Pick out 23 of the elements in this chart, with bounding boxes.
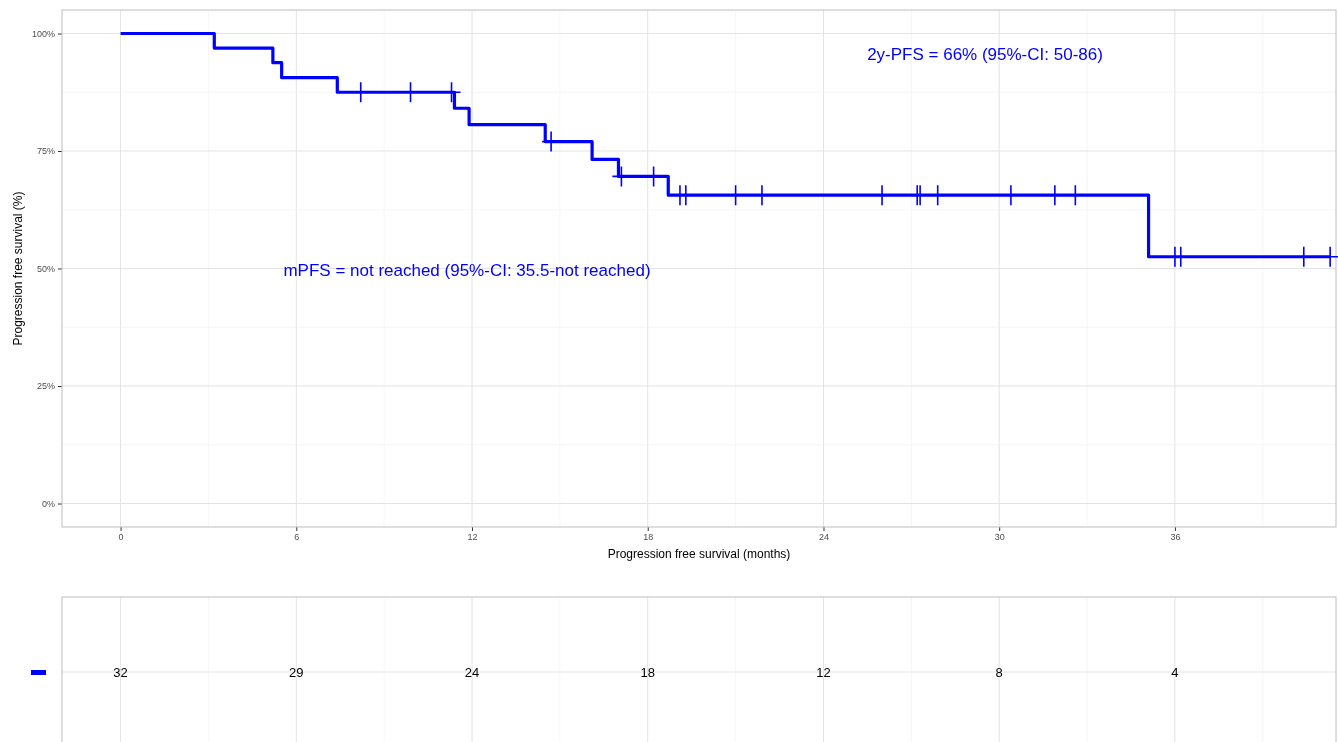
data-label: 32 bbox=[113, 665, 128, 680]
y-tick-label: 75% bbox=[36, 146, 55, 157]
x-tick-label: 12 bbox=[467, 532, 478, 543]
data-label: 24 bbox=[464, 665, 480, 680]
x-tick-label: 24 bbox=[818, 532, 829, 543]
data-label: 8 bbox=[995, 665, 1003, 680]
y-tick-label: 50% bbox=[36, 263, 55, 274]
y-tick-label: 100% bbox=[31, 28, 55, 39]
annotation: 2y-PFS = 66% (95%-CI: 50-86) bbox=[867, 45, 1103, 64]
y-axis-title: Progression free survival (%) bbox=[11, 191, 25, 346]
data-label: 4 bbox=[1171, 665, 1179, 680]
data-label: 12 bbox=[816, 665, 831, 680]
x-tick-label: 0 bbox=[118, 532, 124, 543]
annotation: mPFS = not reached (95%-CI: 35.5-not reached) bbox=[283, 261, 651, 280]
x-tick-label: 6 bbox=[294, 532, 300, 543]
data-label: 18 bbox=[640, 665, 655, 680]
data-label: 29 bbox=[289, 665, 304, 680]
y-tick-label: 25% bbox=[36, 381, 55, 392]
x-tick-label: 30 bbox=[994, 532, 1005, 543]
y-tick-label: 0% bbox=[41, 498, 55, 509]
x-tick-label: 18 bbox=[643, 532, 654, 543]
x-tick-label: 36 bbox=[1170, 532, 1181, 543]
x-axis-title: Progression free survival (months) bbox=[607, 547, 791, 561]
